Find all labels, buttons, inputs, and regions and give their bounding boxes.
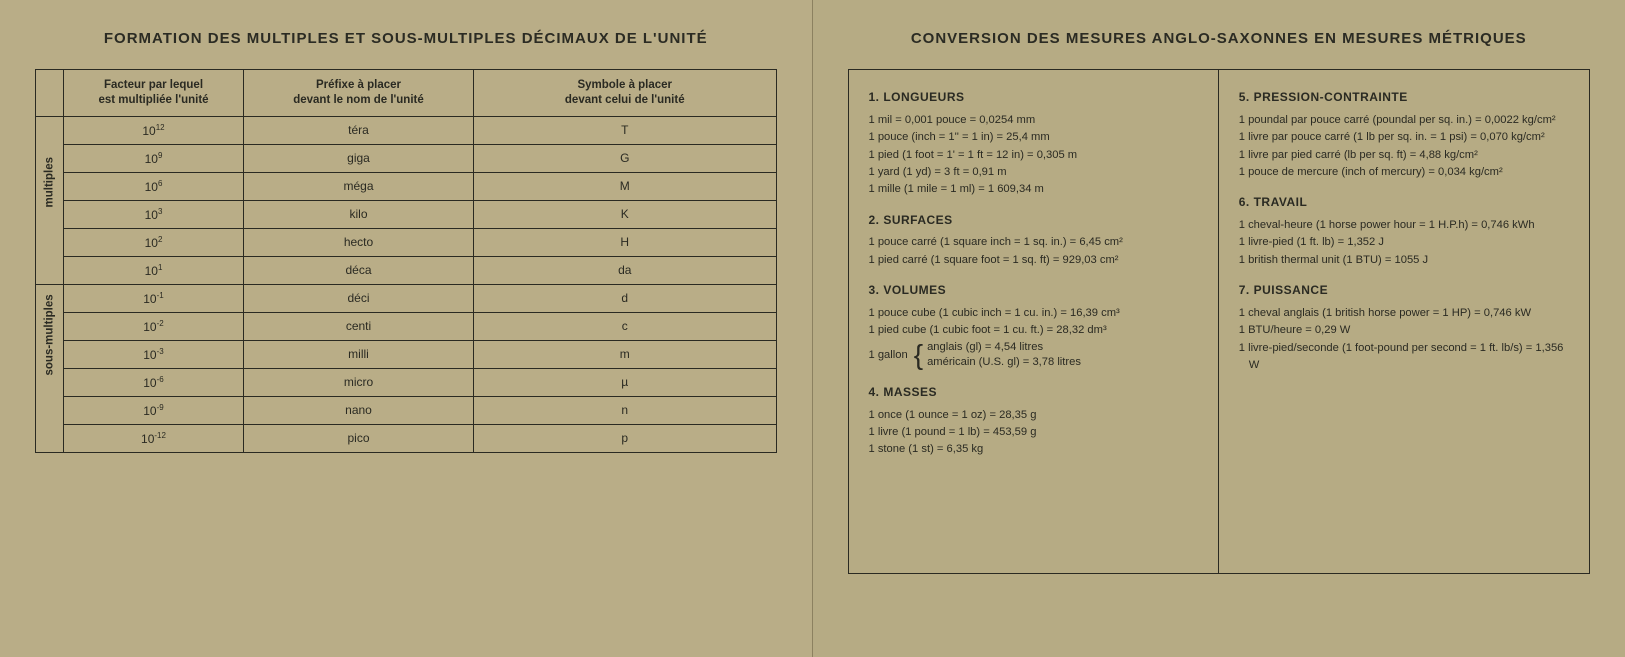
factor-cell: 109 [64,144,244,172]
symbol-cell: M [474,172,777,200]
table-row: 10-6 micro µ [36,368,777,396]
conversion-line: 1 livre par pouce carré (1 lb per sq. in… [1239,129,1573,146]
table-row: 10-3 milli m [36,340,777,368]
table-corner [36,70,64,117]
conversion-line: 1 pouce carré (1 square inch = 1 sq. in.… [869,234,1202,251]
left-page: FORMATION DES MULTIPLES ET SOUS-MULTIPLE… [0,0,813,657]
symbol-cell: µ [474,368,777,396]
conversion-line: 1 livre (1 pound = 1 lb) = 453,59 g [869,424,1202,441]
prefix-cell: kilo [244,200,474,228]
conversion-line: 1 livre-pied/seconde (1 foot-pound per s… [1239,340,1573,375]
factor-cell: 106 [64,172,244,200]
conversion-right-column: 5. PRESSION-CONTRAINTE 1 poundal par pou… [1219,70,1589,573]
brace-icon: { [914,341,923,369]
gallon-options: anglais (gl) = 4,54 litres américain (U.… [927,340,1081,371]
prefix-cell: déci [244,284,474,312]
table-row: 102 hecto H [36,228,777,256]
table-row: multiples 1012 téra T [36,116,777,144]
symbol-cell: G [474,144,777,172]
section-title-surfaces: 2. SURFACES [869,211,1202,231]
side-label-multiples: multiples [36,116,64,284]
conversion-line: 1 cheval-heure (1 horse power hour = 1 H… [1239,217,1573,234]
multiples-table: Facteur par lequelest multipliée l'unité… [35,69,777,453]
conversion-line: 1 pied cube (1 cubic foot = 1 cu. ft.) =… [869,322,1202,339]
table-row: 101 déca da [36,256,777,284]
conversion-line: 1 livre-pied (1 ft. lb) = 1,352 J [1239,234,1573,251]
gallon-option: américain (U.S. gl) = 3,78 litres [927,355,1081,371]
factor-cell: 103 [64,200,244,228]
factor-cell: 1012 [64,116,244,144]
symbol-cell: H [474,228,777,256]
prefix-cell: micro [244,368,474,396]
prefix-cell: nano [244,396,474,424]
gallon-row: 1 gallon { anglais (gl) = 4,54 litres am… [869,340,1202,371]
table-row: 103 kilo K [36,200,777,228]
conversion-line: 1 stone (1 st) = 6,35 kg [869,441,1202,458]
symbol-cell: T [474,116,777,144]
factor-cell: 10-1 [64,284,244,312]
prefix-cell: déca [244,256,474,284]
conversion-box: 1. LONGUEURS 1 mil = 0,001 pouce = 0,025… [848,69,1591,574]
conversion-line: 1 mille (1 mile = 1 ml) = 1 609,34 m [869,181,1202,198]
conversion-line: 1 livre par pied carré (lb per sq. ft) =… [1239,147,1573,164]
conversion-line: 1 pied (1 foot = 1' = 1 ft = 12 in) = 0,… [869,147,1202,164]
section-title-travail: 6. TRAVAIL [1239,193,1573,213]
prefix-cell: méga [244,172,474,200]
symbol-cell: c [474,312,777,340]
right-page-title: CONVERSION DES MESURES ANGLO-SAXONNES EN… [848,30,1591,47]
table-row: 106 méga M [36,172,777,200]
factor-cell: 10-12 [64,424,244,452]
side-label-submultiples: sous-multiples [36,284,64,452]
left-page-title: FORMATION DES MULTIPLES ET SOUS-MULTIPLE… [35,30,777,47]
section-title-puissance: 7. PUISSANCE [1239,281,1573,301]
gallon-label: 1 gallon [869,346,908,364]
conversion-line: 1 yard (1 yd) = 3 ft = 0,91 m [869,164,1202,181]
conversion-line: 1 pied carré (1 square foot = 1 sq. ft) … [869,252,1202,269]
conversion-line: 1 cheval anglais (1 british horse power … [1239,305,1573,322]
factor-cell: 10-2 [64,312,244,340]
symbol-cell: K [474,200,777,228]
factor-cell: 10-6 [64,368,244,396]
right-page: CONVERSION DES MESURES ANGLO-SAXONNES EN… [813,0,1625,657]
section-title-longueurs: 1. LONGUEURS [869,88,1202,108]
conversion-line: 1 pouce de mercure (inch of mercury) = 0… [1239,164,1573,181]
table-row: 109 giga G [36,144,777,172]
conversion-line: 1 pouce (inch = 1'' = 1 in) = 25,4 mm [869,129,1202,146]
multiples-body: multiples 1012 téra T 109 giga G 106 még… [36,116,777,452]
prefix-cell: pico [244,424,474,452]
symbol-cell: m [474,340,777,368]
table-row: 10-12 pico p [36,424,777,452]
factor-cell: 101 [64,256,244,284]
conversion-left-column: 1. LONGUEURS 1 mil = 0,001 pouce = 0,025… [849,70,1219,573]
section-title-volumes: 3. VOLUMES [869,281,1202,301]
col-header-symbol: Symbole à placerdevant celui de l'unité [474,70,777,117]
factor-cell: 10-9 [64,396,244,424]
conversion-line: 1 mil = 0,001 pouce = 0,0254 mm [869,112,1202,129]
conversion-line: 1 pouce cube (1 cubic inch = 1 cu. in.) … [869,305,1202,322]
factor-cell: 10-3 [64,340,244,368]
gallon-option: anglais (gl) = 4,54 litres [927,340,1081,356]
table-row: sous-multiples 10-1 déci d [36,284,777,312]
table-row: 10-2 centi c [36,312,777,340]
section-title-pression: 5. PRESSION-CONTRAINTE [1239,88,1573,108]
conversion-line: 1 once (1 ounce = 1 oz) = 28,35 g [869,407,1202,424]
document-spread: FORMATION DES MULTIPLES ET SOUS-MULTIPLE… [0,0,1625,657]
table-row: 10-9 nano n [36,396,777,424]
prefix-cell: giga [244,144,474,172]
prefix-cell: centi [244,312,474,340]
conversion-line: 1 british thermal unit (1 BTU) = 1055 J [1239,252,1573,269]
conversion-line: 1 poundal par pouce carré (poundal per s… [1239,112,1573,129]
conversion-line: 1 BTU/heure = 0,29 W [1239,322,1573,339]
symbol-cell: da [474,256,777,284]
prefix-cell: téra [244,116,474,144]
prefix-cell: milli [244,340,474,368]
col-header-prefix: Préfixe à placerdevant le nom de l'unité [244,70,474,117]
symbol-cell: d [474,284,777,312]
factor-cell: 102 [64,228,244,256]
section-title-masses: 4. MASSES [869,383,1202,403]
symbol-cell: n [474,396,777,424]
col-header-factor: Facteur par lequelest multipliée l'unité [64,70,244,117]
prefix-cell: hecto [244,228,474,256]
symbol-cell: p [474,424,777,452]
